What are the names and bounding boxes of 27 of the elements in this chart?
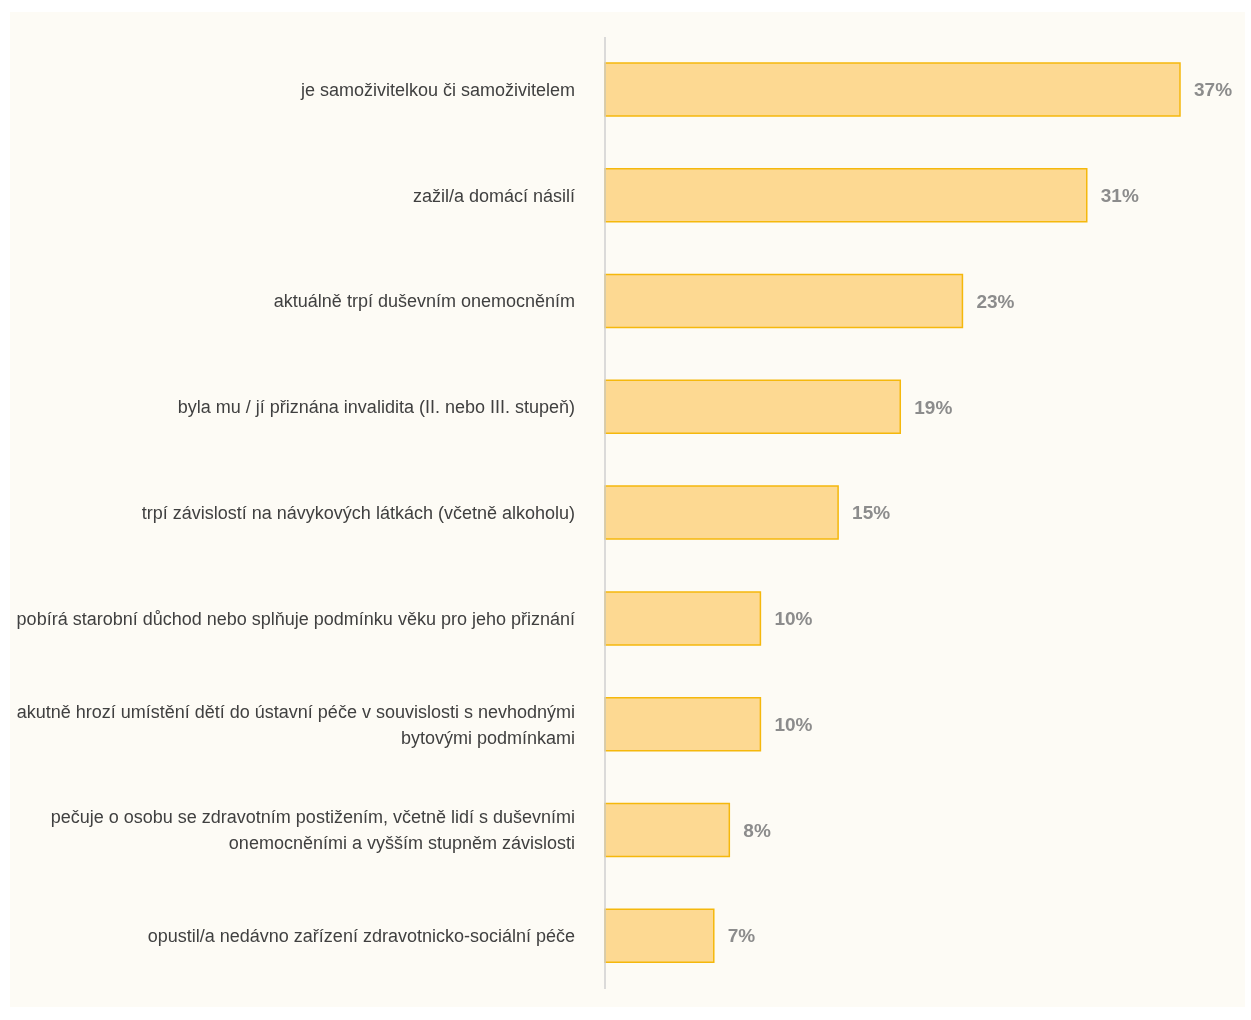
- bar: [604, 273, 964, 329]
- bar: [604, 62, 1181, 117]
- y-tick-label: trpí závislostí na návykových látkách (včetně alkoholu): [141, 502, 575, 525]
- data-label: 7%: [727, 925, 756, 947]
- data-label: 37%: [1194, 79, 1233, 101]
- bar: [604, 696, 762, 752]
- y-tick-label: pobírá starobní důchod nebo splňuje podmínku věku pro jeho přiznání: [16, 607, 575, 631]
- y-tick-label: aktuálně trpí duševním onemocněním: [273, 290, 575, 314]
- bar: [604, 908, 715, 963]
- bar: [604, 485, 839, 540]
- y-tick-label: zažil/a domácí násilí: [412, 184, 575, 208]
- bar: [604, 379, 902, 435]
- data-label: 23%: [976, 290, 1015, 312]
- y-tick-label: byla mu / jí přiznána invalidita (II. nebo III. stupeň): [177, 396, 575, 420]
- bar: [604, 168, 1088, 223]
- y-tick-label: pečuje o osobu se zdravotním postižením, včetně lidí s duševními onemocněními a vyšším stupněm závislosti: [49, 806, 575, 856]
- data-label: 8%: [743, 819, 771, 841]
- y-tick-label: opustil/a nedávno zařízení zdravotnicko-sociální péče: [147, 925, 575, 949]
- y-tick-label: akutně hrozí umístění dětí do ústavní péče v souvislosti s nevhodnými bytovými podmínkami: [15, 700, 575, 750]
- data-label: 19%: [914, 396, 953, 418]
- data-label: 10%: [774, 713, 813, 735]
- data-label: 15%: [852, 502, 891, 524]
- data-label: 31%: [1100, 185, 1139, 207]
- bar: [604, 591, 762, 646]
- bar: [604, 802, 731, 858]
- data-label: 10%: [774, 608, 813, 630]
- y-tick-label: je samoživitelkou či samoživitelem: [300, 78, 575, 102]
